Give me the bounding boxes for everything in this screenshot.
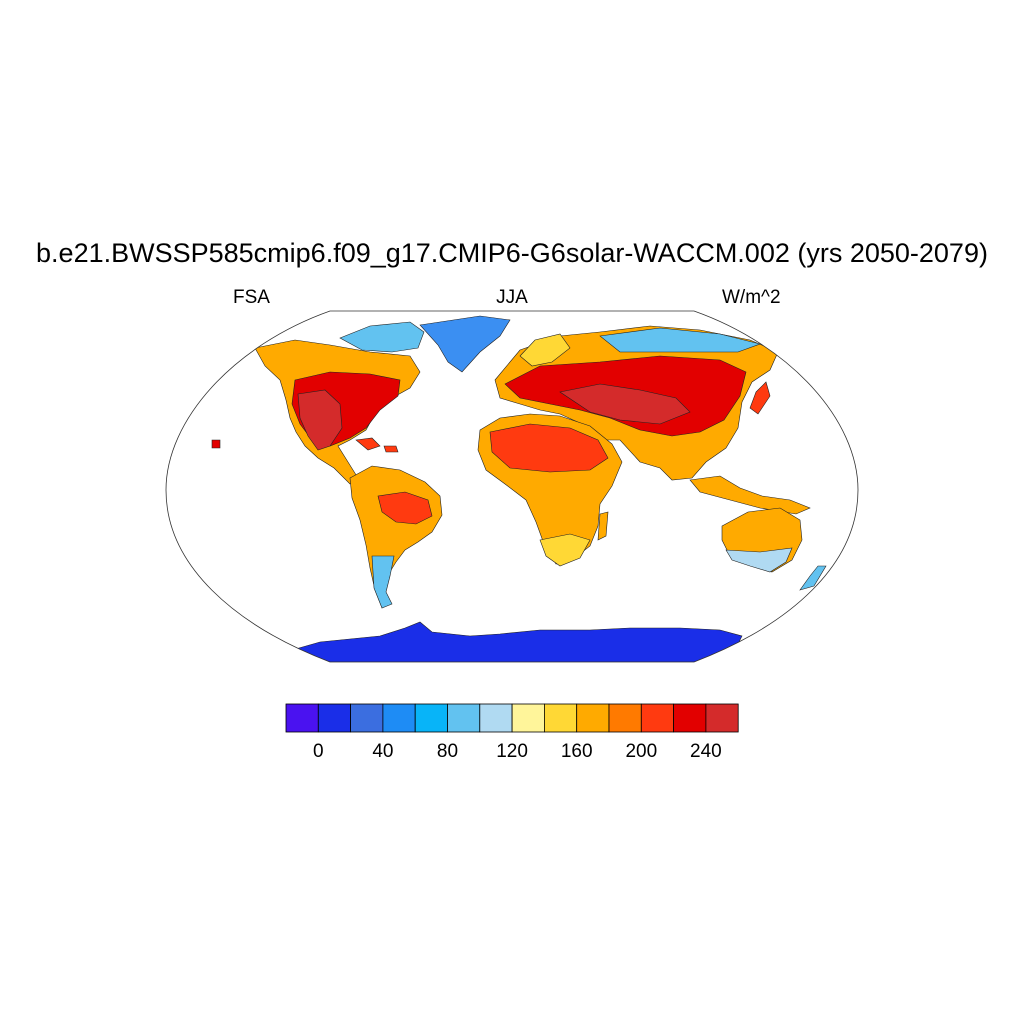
colorbar-tick-label: 80: [437, 741, 458, 762]
region-caribbean: [355, 437, 399, 453]
colorbar-box: [705, 703, 739, 733]
colorbar-tick-label: 200: [625, 741, 657, 762]
colorbar-box: [673, 703, 707, 733]
colorbar-box: [285, 703, 319, 733]
region-hawaii: [211, 439, 221, 449]
region-central-asia-max: [559, 383, 691, 425]
colorbar-tick-label: 0: [313, 741, 324, 762]
colorbar-box: [317, 703, 351, 733]
colorbar-box: [479, 703, 513, 733]
colorbar-box: [544, 703, 578, 733]
colorbar-box: [350, 703, 384, 733]
season-label: JJA: [496, 287, 528, 308]
colorbar-tick-label: 120: [496, 741, 528, 762]
colorbar-tick-label: 240: [690, 741, 722, 762]
region-usa-max: [297, 389, 343, 451]
region-siberia-cold: [599, 327, 762, 353]
region-scandinavia: [519, 333, 571, 367]
colorbar-tick-label: 160: [561, 741, 593, 762]
colorbar-box: [576, 703, 610, 733]
map-boundary: [165, 310, 859, 663]
colorbar-box: [608, 703, 642, 733]
colorbar-box: [414, 703, 448, 733]
units-label: W/m^2: [722, 287, 781, 308]
region-japan: [749, 381, 771, 415]
variable-label: FSA: [233, 287, 270, 308]
region-south-africa: [539, 533, 591, 567]
region-patagonia: [371, 555, 395, 609]
colorbar-box: [511, 703, 545, 733]
region-sahara-hot: [489, 423, 609, 473]
colorbar-box: [382, 703, 416, 733]
region-southern-australia: [725, 547, 793, 573]
region-new-zealand: [799, 565, 827, 591]
plot-title: b.e21.BWSSP585cmip6.f09_g17.CMIP6-G6sola…: [36, 238, 988, 268]
region-arctic-islands: [339, 321, 425, 353]
region-maritime-asia: [689, 475, 811, 515]
region-greenland: [419, 315, 511, 373]
colorbar-box: [447, 703, 481, 733]
region-amazon-hot: [377, 491, 433, 525]
colorbar-box: [640, 703, 674, 733]
colorbar-tick-label: 40: [372, 741, 393, 762]
region-madagascar: [597, 511, 609, 541]
